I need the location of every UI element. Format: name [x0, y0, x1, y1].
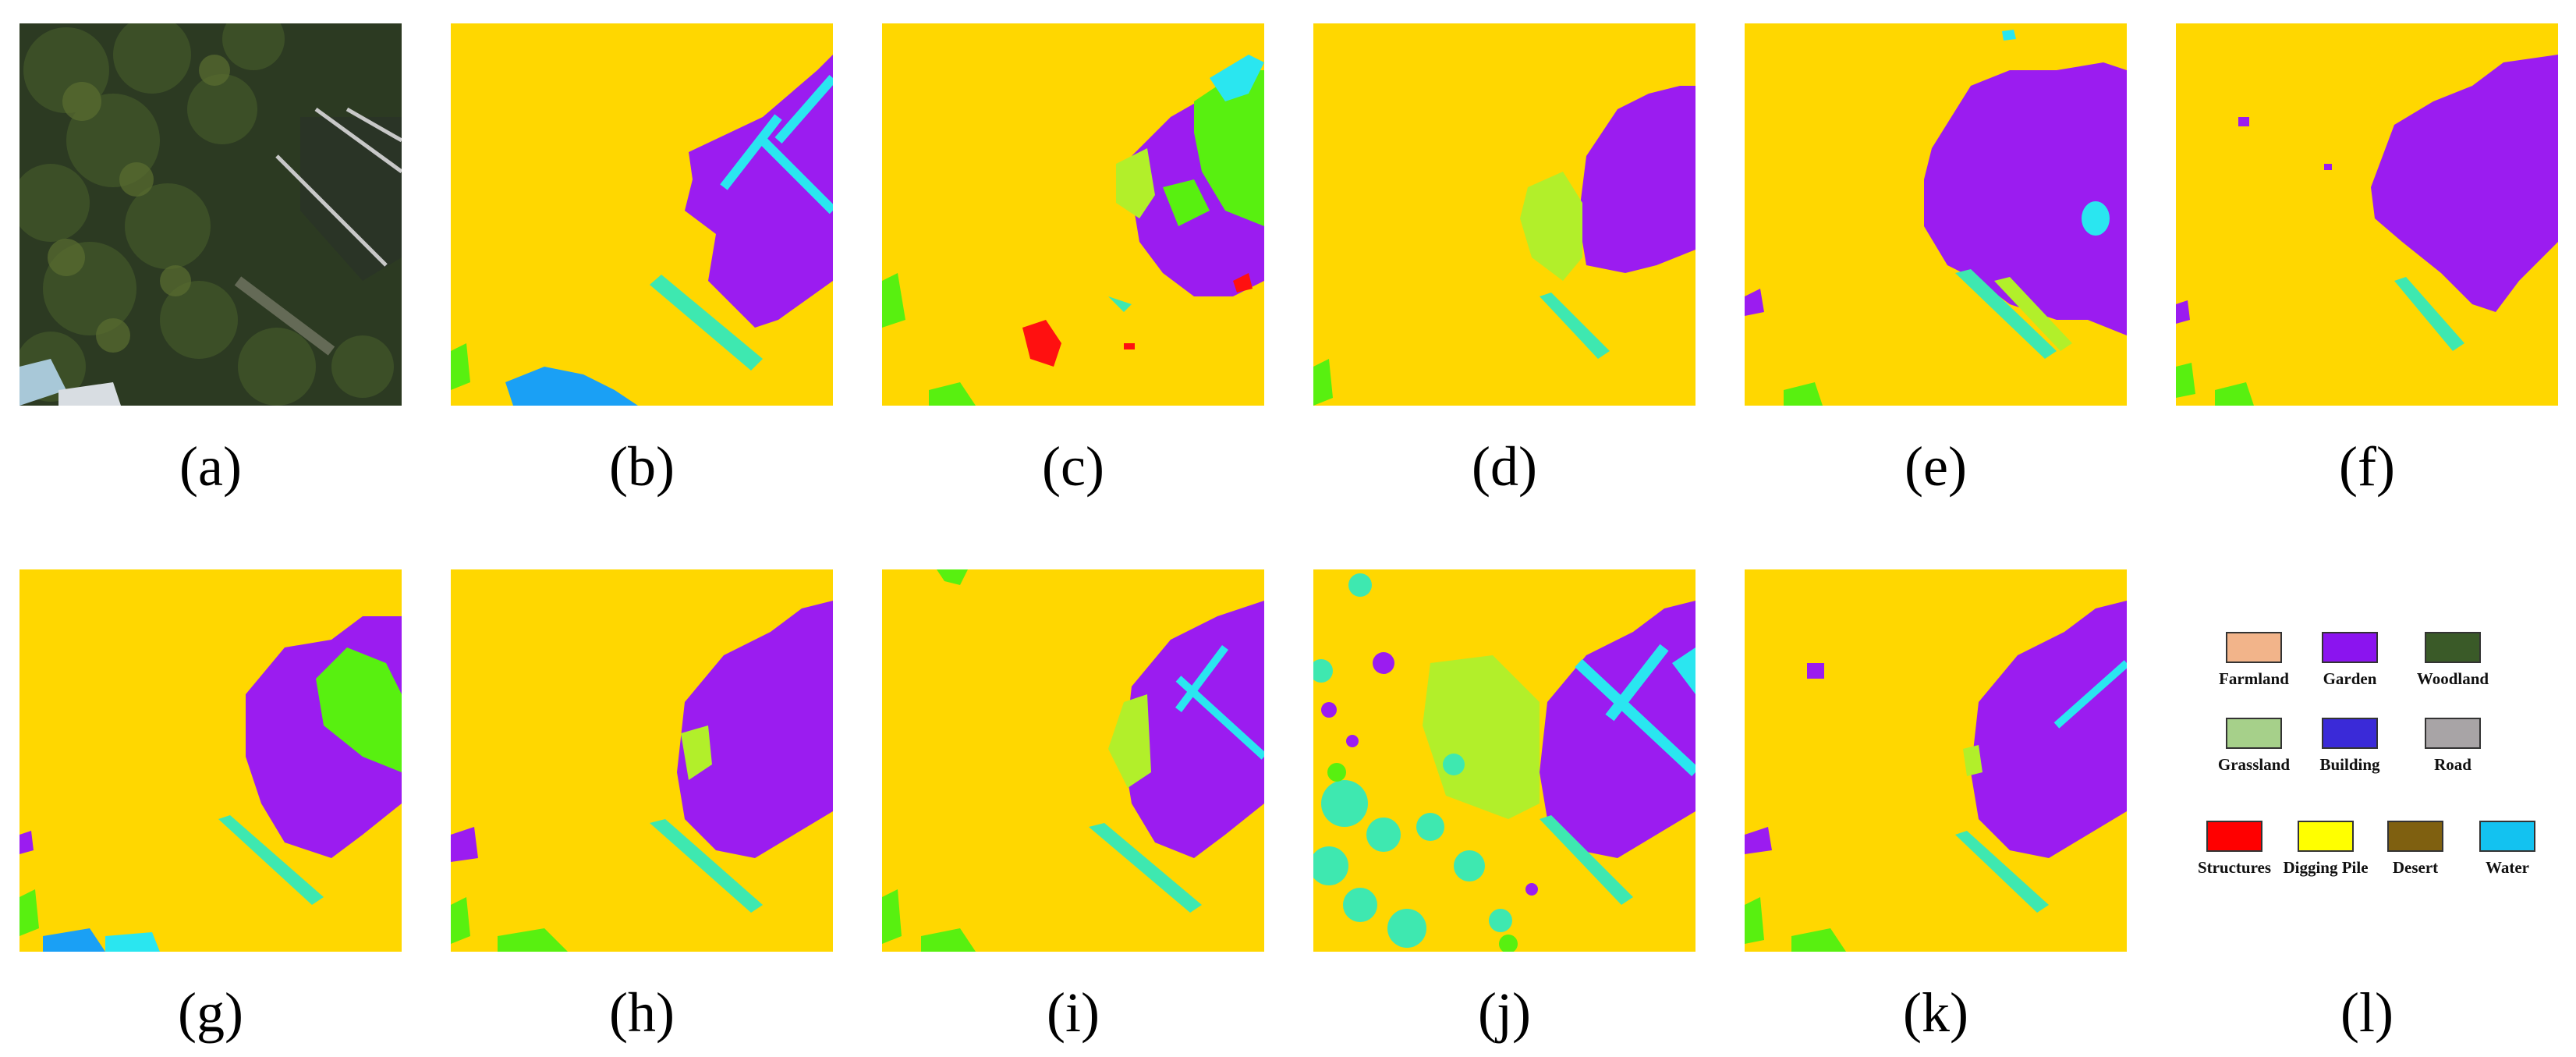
legend-label: Structures — [2197, 858, 2272, 877]
panel-g-caption: (g) — [178, 981, 243, 1044]
panel-i-caption: (i) — [1047, 981, 1100, 1044]
legend-item-structures: Structures — [2168, 821, 2301, 891]
panel-l-caption: (l) — [2340, 981, 2394, 1044]
panel-d-segmentation-map — [1313, 23, 1695, 406]
legend-item-building: Building — [2284, 718, 2416, 788]
class-legend: Farmland Garden Woodland Grassland Build… — [2168, 616, 2574, 897]
legend-item-water: Water — [2441, 821, 2574, 891]
panel-a-caption: (a) — [179, 435, 242, 498]
panel-j-caption: (j) — [1478, 981, 1531, 1044]
legend-swatch — [2322, 632, 2378, 663]
panel-e-segmentation-map — [1745, 23, 2127, 406]
legend-swatch — [2479, 821, 2535, 852]
legend-swatch — [2322, 718, 2378, 749]
legend-label: Digging Pile — [2283, 858, 2369, 877]
panel-j-segmentation-map — [1313, 569, 1695, 952]
panel-c-segmentation-map — [882, 23, 1264, 406]
legend-label: Woodland — [2416, 669, 2489, 688]
legend-item-desert: Desert — [2349, 821, 2482, 891]
panel-k-segmentation-map — [1745, 569, 2127, 952]
panel-b-caption: (b) — [609, 435, 675, 498]
panel-c-caption: (c) — [1042, 435, 1104, 498]
legend-swatch — [2226, 718, 2282, 749]
legend-item-grassland: Grassland — [2188, 718, 2320, 788]
panel-k-caption: (k) — [1903, 981, 1968, 1044]
legend-label: Grassland — [2217, 755, 2291, 774]
panel-f-segmentation-map — [2176, 23, 2558, 406]
legend-swatch — [2425, 632, 2481, 663]
legend-swatch — [2298, 821, 2354, 852]
legend-swatch — [2226, 632, 2282, 663]
legend-label: Desert — [2392, 858, 2439, 877]
legend-item-farmland: Farmland — [2188, 632, 2320, 702]
legend-label: Building — [2319, 755, 2380, 774]
legend-item-digging-pile: Digging Pile — [2259, 821, 2392, 891]
legend-swatch — [2387, 821, 2443, 852]
legend-swatch — [2425, 718, 2481, 749]
panel-h-caption: (h) — [609, 981, 675, 1044]
legend-label: Farmland — [2219, 669, 2289, 688]
panel-g-segmentation-map — [19, 569, 402, 952]
legend-label: Road — [2434, 755, 2471, 774]
legend-item-road: Road — [2386, 718, 2519, 788]
legend-item-woodland: Woodland — [2386, 632, 2519, 702]
legend-swatch — [2206, 821, 2262, 852]
panel-b-segmentation-map — [451, 23, 833, 406]
panel-a-aerial-image — [19, 23, 402, 406]
legend-item-garden: Garden — [2284, 632, 2416, 702]
legend-label: Garden — [2323, 669, 2377, 688]
panel-e-caption: (e) — [1905, 435, 1967, 498]
legend-label: Water — [2486, 858, 2529, 877]
panel-i-segmentation-map — [882, 569, 1264, 952]
panel-f-caption: (f) — [2339, 435, 2395, 498]
panel-h-segmentation-map — [451, 569, 833, 952]
panel-d-caption: (d) — [1472, 435, 1537, 498]
